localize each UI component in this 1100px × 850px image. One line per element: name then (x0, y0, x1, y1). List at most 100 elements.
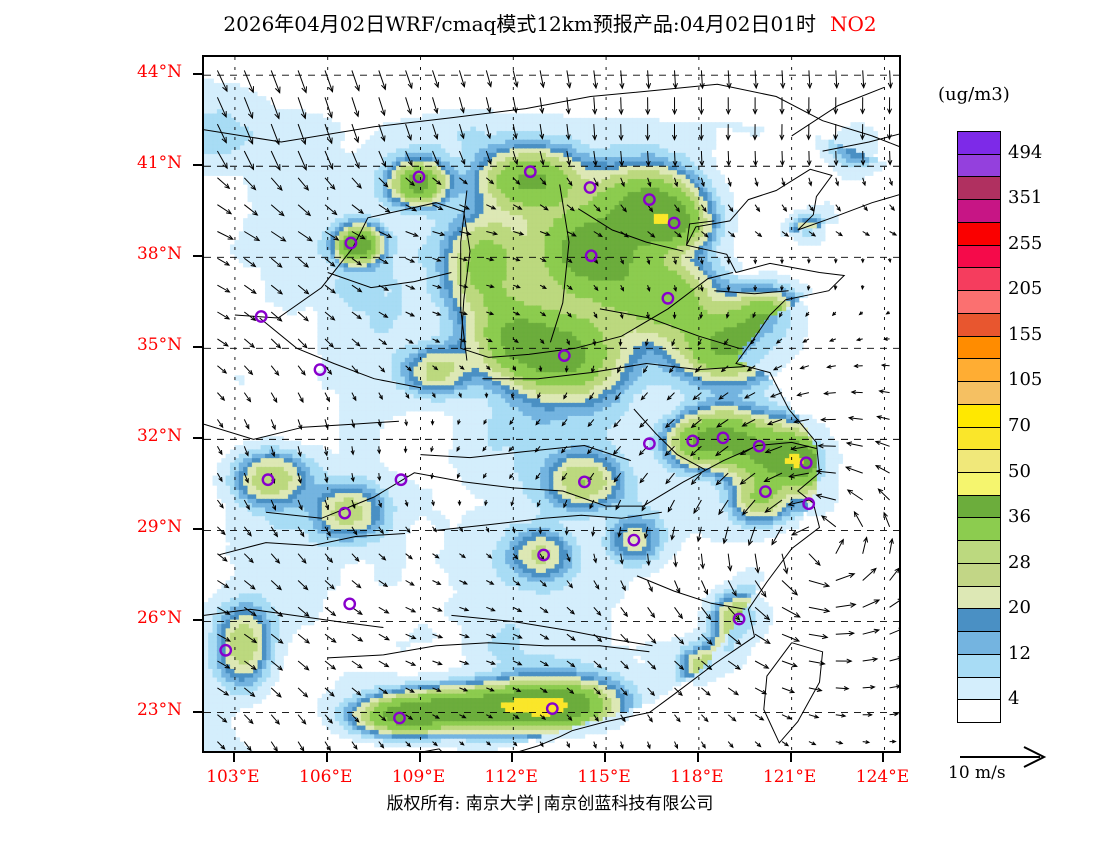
colorbar-tick-50: 50 (1008, 460, 1031, 482)
colorbar-band-22 (958, 632, 1000, 655)
station-marker[interactable] (686, 434, 700, 448)
colorbar-band-24 (958, 677, 1000, 701)
station-marker[interactable] (412, 170, 426, 184)
lat-tick-44 (193, 73, 202, 76)
station-marker[interactable] (219, 643, 233, 657)
colorbar-tick-255: 255 (1008, 232, 1043, 254)
colorbar-band-3 (958, 200, 1000, 223)
station-marker[interactable] (393, 711, 406, 725)
title-species-label: NO2 (829, 12, 877, 36)
copyright-right: 南京创蓝科技有限公司 (543, 794, 714, 814)
station-marker[interactable] (343, 597, 357, 611)
colorbar-band-5 (958, 245, 1000, 269)
lat-label-41: 41°N (136, 153, 182, 174)
lon-tick-118 (696, 753, 699, 762)
colorbar-tick-36: 36 (1008, 506, 1031, 528)
colorbar-band-9 (958, 336, 1000, 360)
lon-tick-103 (232, 753, 235, 762)
colorbar-band-25 (958, 700, 1000, 723)
station-marker[interactable] (752, 439, 766, 453)
station-marker[interactable] (732, 612, 746, 626)
lat-tick-38 (193, 255, 202, 258)
station-marker[interactable] (802, 497, 816, 511)
lat-lon-gridlines (204, 57, 899, 751)
station-marker[interactable] (537, 548, 550, 562)
colorbar-band-4 (958, 222, 1000, 246)
forecast-map-plot[interactable] (202, 55, 901, 753)
colorbar-band-13 (958, 427, 1000, 451)
lon-label-112: 112°E (484, 767, 538, 787)
lon-label-103: 103°E (206, 767, 260, 787)
station-marker[interactable] (661, 291, 675, 305)
station-markers[interactable] (219, 165, 816, 754)
colorbar-tick-28: 28 (1008, 551, 1031, 573)
station-marker[interactable] (759, 485, 772, 498)
colorbar-band-18 (958, 541, 1000, 564)
lat-tick-29 (193, 528, 202, 531)
colorbar-band-1 (958, 154, 1000, 178)
copyright-footer: 版权所有: 南京大学 | 南京创蓝科技有限公司 (0, 789, 1100, 814)
lat-label-44: 44°N (136, 62, 182, 83)
lon-label-121: 121°E (762, 767, 817, 787)
colorbar-band-12 (958, 404, 1000, 428)
station-marker[interactable] (584, 249, 598, 263)
colorbar-tick-4: 4 (1008, 688, 1020, 710)
station-marker[interactable] (261, 473, 275, 487)
title-main-text: 2026年04月02日WRF/cmaq模式12km预报产品:04月02日01时 (223, 12, 816, 36)
lat-tick-32 (193, 437, 202, 440)
colorbar-band-2 (958, 177, 1000, 201)
colorbar-tick-12: 12 (1008, 642, 1031, 664)
colorbar-band-0 (958, 132, 1000, 155)
station-marker[interactable] (642, 437, 656, 450)
lon-tick-112 (511, 753, 514, 762)
station-marker[interactable] (545, 702, 559, 715)
station-marker[interactable] (799, 456, 813, 470)
colorbar-band-15 (958, 473, 1000, 496)
station-marker[interactable] (716, 431, 730, 445)
station-marker[interactable] (338, 506, 352, 520)
colorbar-band-16 (958, 495, 1000, 519)
lon-label-109: 109°E (391, 767, 446, 787)
colorbar-band-19 (958, 563, 1000, 587)
lat-tick-35 (193, 346, 202, 349)
station-marker[interactable] (523, 165, 537, 179)
colorbar-tick-494: 494 (1008, 141, 1043, 163)
station-marker[interactable] (344, 236, 358, 250)
wind-reference-arrow-icon (960, 746, 1047, 768)
colorbar-tick-20: 20 (1008, 597, 1031, 619)
colorbar-units-label: (ug/m3) (938, 84, 1010, 105)
lat-label-29: 29°N (136, 517, 182, 538)
lon-tick-124 (882, 753, 885, 762)
station-marker[interactable] (667, 216, 681, 230)
lat-label-35: 35°N (136, 335, 182, 356)
colorbar-band-20 (958, 586, 1000, 610)
station-marker[interactable] (583, 181, 597, 194)
station-marker[interactable] (577, 475, 591, 489)
wind-vector-field (216, 70, 899, 751)
copyright-separator: | (535, 794, 542, 814)
colorbar[interactable] (957, 131, 1001, 723)
lon-label-115: 115°E (577, 767, 631, 787)
station-marker[interactable] (642, 193, 656, 207)
station-marker[interactable] (313, 363, 327, 376)
colorbar-tick-105: 105 (1008, 369, 1043, 391)
station-marker[interactable] (254, 310, 268, 323)
colorbar-tick-155: 155 (1008, 323, 1043, 345)
station-marker[interactable] (557, 349, 571, 362)
colorbar-band-23 (958, 654, 1000, 678)
map-canvas[interactable] (204, 57, 901, 753)
colorbar-band-8 (958, 313, 1000, 337)
wind-scale-label: 10 m/s (948, 763, 1006, 783)
station-marker[interactable] (394, 473, 408, 487)
lat-label-38: 38°N (136, 244, 182, 265)
colorbar-tick-205: 205 (1008, 278, 1043, 300)
lat-label-32: 32°N (136, 426, 182, 447)
station-marker[interactable] (627, 533, 641, 547)
colorbar-band-10 (958, 359, 1000, 383)
lon-tick-109 (418, 753, 421, 762)
lat-label-23: 23°N (136, 699, 182, 720)
lat-tick-26 (193, 619, 202, 622)
colorbar-band-6 (958, 268, 1000, 292)
colorbar-band-14 (958, 450, 1000, 474)
colorbar-band-11 (958, 382, 1000, 405)
